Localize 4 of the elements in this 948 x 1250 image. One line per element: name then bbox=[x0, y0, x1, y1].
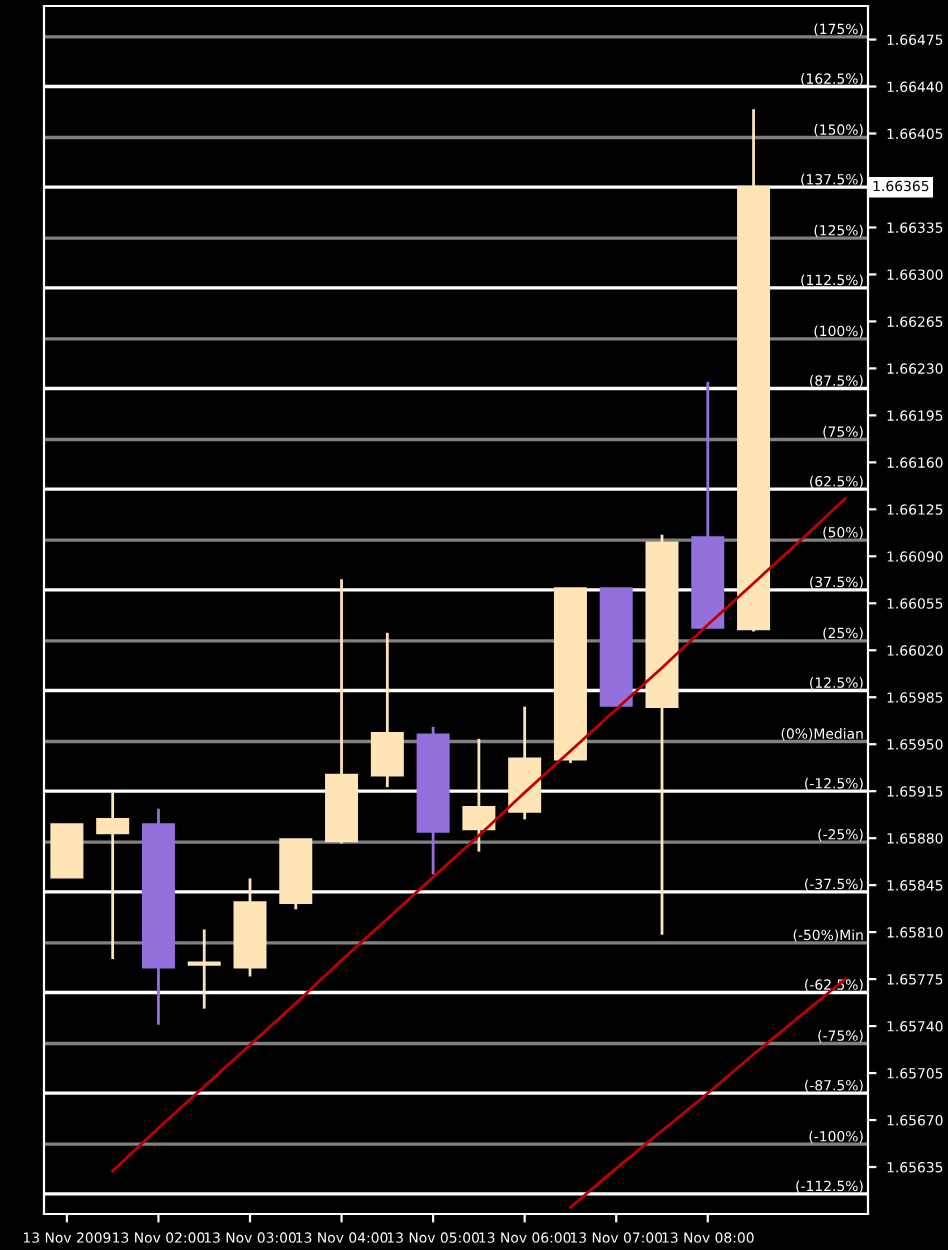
candlestick bbox=[370, 631, 404, 789]
candlestick bbox=[187, 928, 221, 1011]
candlestick bbox=[96, 791, 130, 961]
candlestick bbox=[462, 737, 496, 853]
